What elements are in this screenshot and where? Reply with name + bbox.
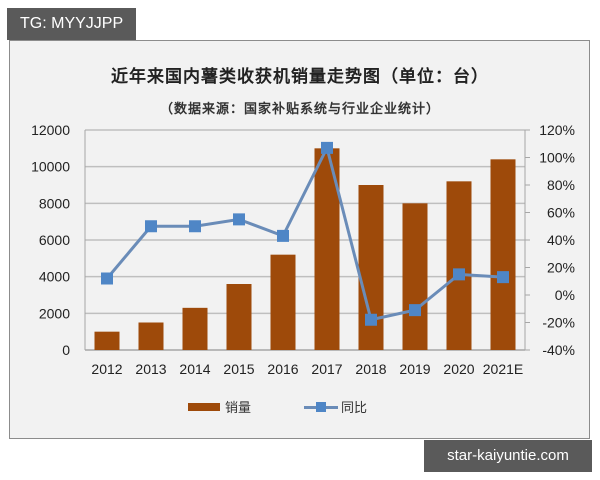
legend-label-sales: 销量: [225, 401, 252, 416]
line-yoy: [105, 143, 504, 322]
x-axis-tick-label: 2020: [443, 361, 474, 377]
legend-label-yoy: 同比: [341, 401, 368, 416]
y2-axis-tick-label: 80%: [547, 177, 575, 193]
y-axis-tick-label: 0: [62, 342, 70, 358]
marker-yoy: [321, 141, 333, 154]
bar-sales: [402, 203, 428, 350]
x-axis-tick-label: 2017: [311, 361, 342, 377]
y-axis-tick-label: 12000: [31, 122, 70, 138]
legend-item-sales: 销量: [188, 397, 251, 416]
y2-axis-tick-label: 60%: [547, 205, 575, 221]
legend-item-yoy: 同比: [304, 397, 367, 416]
y-axis-tick-label: 4000: [39, 269, 70, 285]
line-marker-swatch-icon: [304, 401, 338, 412]
y2-axis-tick-label: 40%: [547, 232, 575, 248]
marker-yoy: [233, 213, 245, 226]
bar-sales: [270, 254, 296, 350]
marker-yoy: [145, 220, 157, 233]
marker-yoy: [497, 271, 509, 284]
marker-yoy: [409, 304, 421, 317]
chart-legend: 销量 同比: [0, 397, 600, 417]
marker-yoy: [101, 272, 113, 285]
y2-axis-tick-label: 20%: [547, 260, 575, 276]
chart-subtitle: （数据来源：国家补贴系统与行业企业统计）: [159, 102, 440, 117]
x-axis-tick-label: 2016: [267, 361, 298, 377]
y-axis-tick-label: 6000: [39, 232, 70, 248]
marker-yoy: [189, 220, 201, 233]
y-axis-tick-label: 10000: [31, 159, 70, 175]
y2-axis-tick-label: 120%: [539, 122, 575, 138]
marker-yoy: [365, 313, 377, 326]
bar-sales: [94, 331, 120, 350]
y2-axis-tick-label: 0%: [555, 287, 575, 303]
marker-yoy: [453, 268, 465, 281]
watermark: star-kaiyuntie.com: [424, 440, 592, 472]
bar-sales: [182, 307, 208, 350]
bar-swatch-icon: [188, 402, 220, 411]
y-axis-tick-label: 8000: [39, 195, 70, 211]
x-axis-tick-label: 2014: [179, 361, 210, 377]
bar-sales: [490, 159, 516, 350]
chart-title: 近年来国内薯类收获机销量走势图（单位：台）: [111, 67, 489, 87]
x-axis-tick-label: 2015: [223, 361, 254, 377]
x-axis-tick-label: 2018: [355, 361, 386, 377]
x-axis-tick-label: 2012: [91, 361, 122, 377]
x-axis-tick-label: 2019: [399, 361, 430, 377]
bar-sales: [446, 181, 472, 350]
x-axis-tick-label: 2013: [135, 361, 166, 377]
x-axis-tick-label: 2021E: [483, 361, 523, 377]
telegram-badge: TG: MYYJJPP: [7, 8, 136, 40]
bar-sales: [138, 322, 164, 350]
y2-axis-tick-label: 100%: [539, 150, 575, 166]
y2-axis-tick-label: -20%: [542, 315, 575, 331]
marker-yoy: [277, 229, 289, 242]
y2-axis-tick-label: -40%: [542, 342, 575, 358]
bar-sales: [226, 284, 252, 350]
y-axis-tick-label: 2000: [39, 305, 70, 321]
